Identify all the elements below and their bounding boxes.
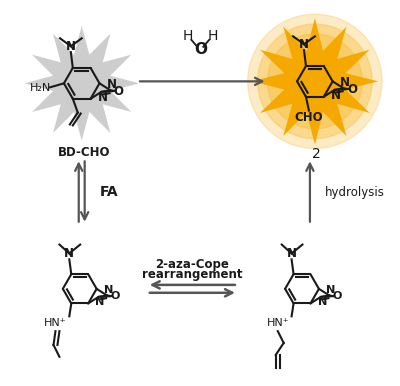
Text: N: N [318,297,327,307]
Text: H: H [208,29,218,43]
Text: rearrangement: rearrangement [142,269,243,281]
Text: N: N [299,38,309,51]
Text: N: N [64,247,74,260]
Text: N: N [286,247,296,260]
Text: hydrolysis: hydrolysis [325,186,385,200]
Text: 2-aza-Cope: 2-aza-Cope [156,257,229,271]
Text: BD-CHO: BD-CHO [58,146,110,159]
Circle shape [248,14,382,149]
Text: O: O [347,83,357,96]
Text: N: N [66,40,76,53]
Text: FA: FA [100,185,118,198]
Text: O: O [194,42,207,57]
Text: H: H [182,29,193,43]
Text: CHO: CHO [295,111,323,124]
Text: H₂N: H₂N [30,83,51,93]
Text: 2: 2 [312,147,321,161]
Text: N: N [340,76,350,89]
Text: N: N [326,285,336,295]
Text: HN⁺: HN⁺ [266,318,289,328]
Text: N: N [95,297,105,307]
Polygon shape [252,18,378,145]
Text: N: N [104,285,113,295]
Text: O: O [114,85,124,98]
Text: HN⁺: HN⁺ [44,318,67,328]
Polygon shape [24,26,139,141]
Text: O: O [110,291,120,301]
Circle shape [268,34,362,129]
Circle shape [258,24,372,139]
Text: O: O [333,291,342,301]
Text: N: N [98,91,108,104]
Text: N: N [331,89,341,102]
Text: N: N [107,78,117,91]
